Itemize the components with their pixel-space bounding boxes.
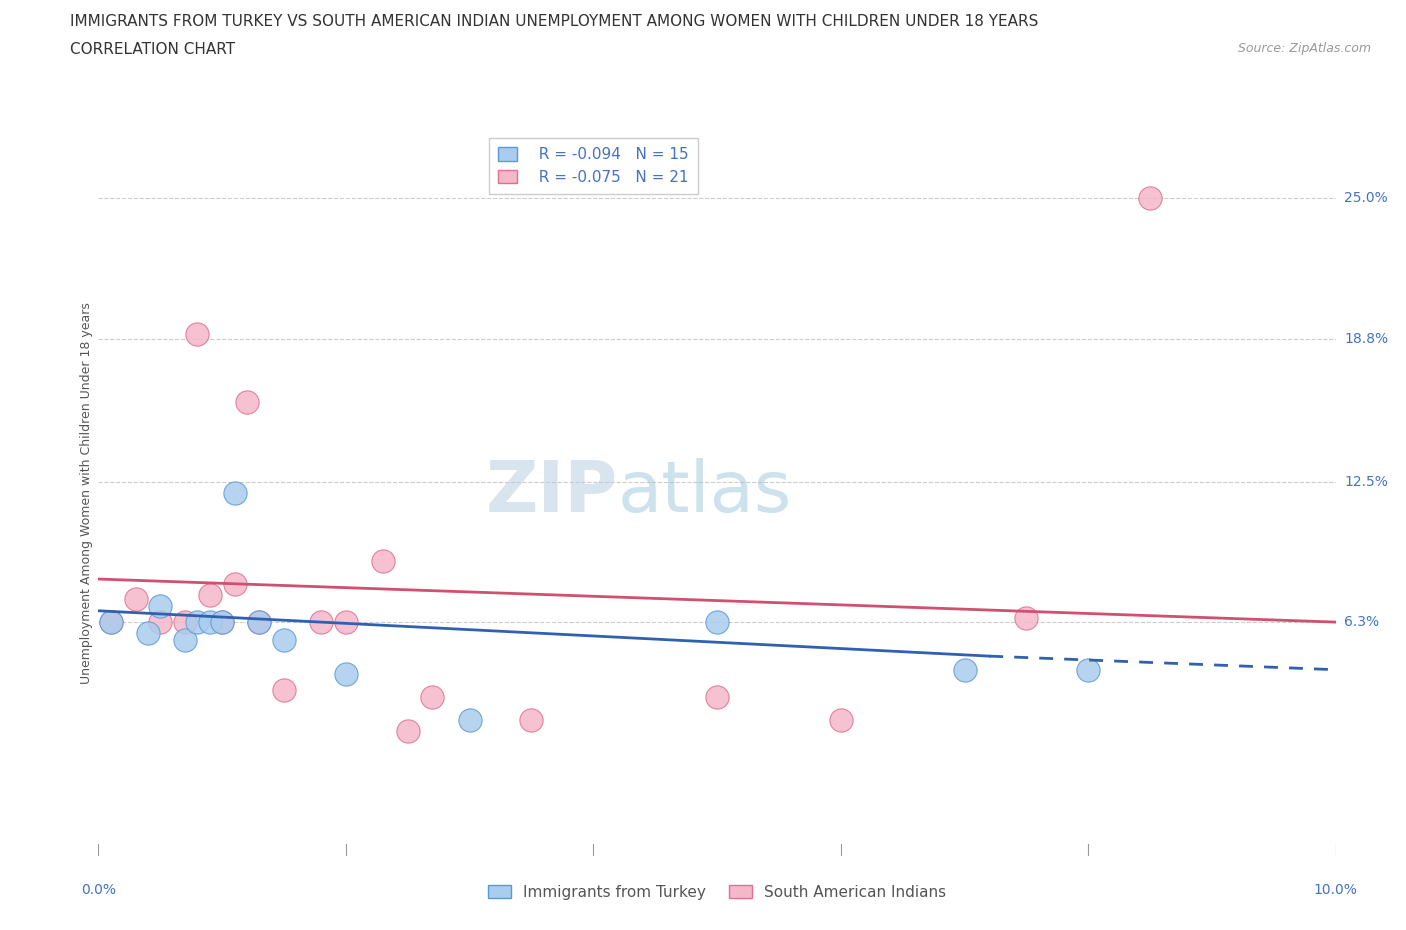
- Point: [186, 615, 208, 630]
- Point: [100, 615, 122, 630]
- Point: [706, 689, 728, 704]
- Point: [335, 615, 357, 630]
- Point: [706, 615, 728, 630]
- Point: [247, 615, 270, 630]
- Point: [1139, 191, 1161, 206]
- Text: 12.5%: 12.5%: [1344, 474, 1388, 488]
- Point: [211, 615, 233, 630]
- Legend: Immigrants from Turkey, South American Indians: Immigrants from Turkey, South American I…: [482, 879, 952, 906]
- Point: [273, 683, 295, 698]
- Text: atlas: atlas: [619, 458, 793, 527]
- Text: ZIP: ZIP: [486, 458, 619, 527]
- Point: [174, 615, 197, 630]
- Point: [1015, 610, 1038, 625]
- Point: [100, 615, 122, 630]
- Point: [149, 599, 172, 614]
- Point: [247, 615, 270, 630]
- Point: [124, 592, 146, 607]
- Text: CORRELATION CHART: CORRELATION CHART: [70, 42, 235, 57]
- Point: [422, 689, 444, 704]
- Point: [224, 576, 246, 591]
- Y-axis label: Unemployment Among Women with Children Under 18 years: Unemployment Among Women with Children U…: [80, 302, 93, 684]
- Point: [236, 394, 259, 409]
- Text: 6.3%: 6.3%: [1344, 615, 1379, 629]
- Point: [1077, 662, 1099, 677]
- Text: 18.8%: 18.8%: [1344, 332, 1388, 346]
- Text: IMMIGRANTS FROM TURKEY VS SOUTH AMERICAN INDIAN UNEMPLOYMENT AMONG WOMEN WITH CH: IMMIGRANTS FROM TURKEY VS SOUTH AMERICAN…: [70, 14, 1039, 29]
- Point: [520, 712, 543, 727]
- Text: Source: ZipAtlas.com: Source: ZipAtlas.com: [1237, 42, 1371, 55]
- Text: 10.0%: 10.0%: [1313, 883, 1358, 897]
- Point: [953, 662, 976, 677]
- Point: [309, 615, 332, 630]
- Point: [396, 724, 419, 738]
- Point: [224, 485, 246, 500]
- Point: [371, 553, 394, 568]
- Point: [149, 615, 172, 630]
- Point: [273, 632, 295, 647]
- Text: 0.0%: 0.0%: [82, 883, 115, 897]
- Point: [211, 615, 233, 630]
- Point: [136, 626, 159, 641]
- Point: [198, 615, 221, 630]
- Text: 25.0%: 25.0%: [1344, 192, 1388, 206]
- Point: [186, 326, 208, 341]
- Point: [830, 712, 852, 727]
- Point: [335, 667, 357, 682]
- Point: [458, 712, 481, 727]
- Point: [198, 588, 221, 603]
- Point: [174, 632, 197, 647]
